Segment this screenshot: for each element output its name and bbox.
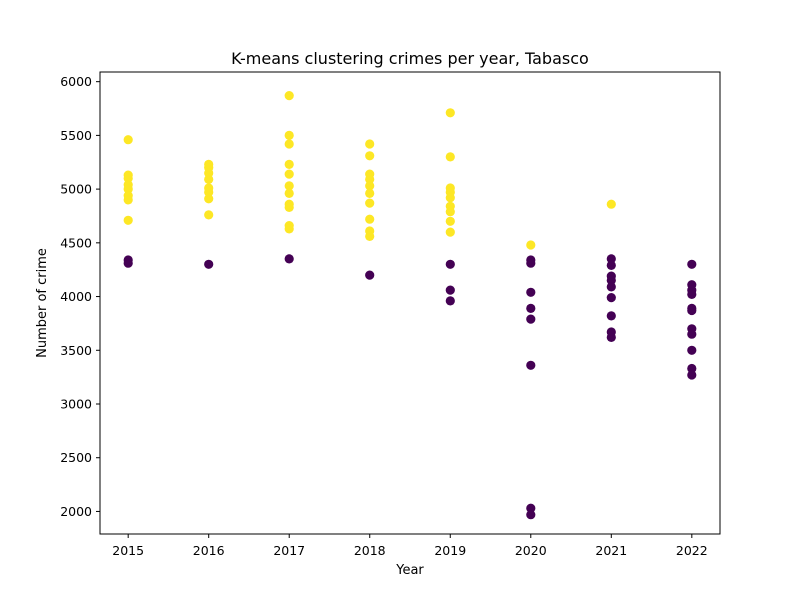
y-tick-label: 2000 [60,504,92,519]
data-point-cluster-0-2 [204,259,214,269]
data-point-cluster-1-36 [365,231,375,241]
x-tick-label: 2018 [354,543,386,558]
data-point-cluster-0-15 [526,510,536,520]
data-point-cluster-0-16 [606,254,616,264]
x-tick-label: 2022 [676,543,708,558]
data-point-cluster-0-6 [445,285,455,295]
data-point-cluster-0-9 [526,258,536,268]
data-point-cluster-0-35 [687,370,697,380]
data-point-cluster-1-44 [445,216,455,226]
data-point-cluster-1-21 [284,181,294,191]
data-point-cluster-0-20 [606,282,616,292]
y-tick-label: 6000 [60,74,92,89]
data-point-cluster-1-33 [365,198,375,208]
y-tick-label: 4000 [60,289,92,304]
x-axis-label: Year [395,563,424,578]
x-tick-label: 2019 [434,543,466,558]
data-point-cluster-1-47 [606,199,616,209]
y-tick-label: 5000 [60,182,92,197]
data-point-cluster-1-27 [365,139,375,149]
data-point-cluster-0-1 [123,258,133,268]
y-tick-label: 5500 [60,128,92,143]
data-point-cluster-0-22 [606,311,616,321]
data-point-cluster-1-22 [284,188,294,198]
data-point-cluster-0-12 [526,314,536,324]
data-point-cluster-1-37 [445,108,455,118]
data-point-cluster-1-14 [204,194,214,204]
data-point-cluster-1-11 [204,174,214,184]
y-tick-label: 4500 [60,235,92,250]
data-point-cluster-0-32 [687,329,697,339]
data-point-cluster-0-24 [606,332,616,342]
data-point-cluster-1-19 [284,159,294,169]
chart-title: K-means clustering crimes per year, Taba… [231,49,589,68]
x-axis: 2015 2016 2017 2018 2019 2020 2021 2022 [112,534,708,558]
data-point-cluster-1-7 [123,215,133,225]
y-axis-label: Number of crime [35,248,50,358]
data-point-cluster-1-15 [204,210,214,220]
data-point-cluster-0-28 [687,289,697,299]
data-point-cluster-0-3 [284,254,294,264]
data-point-cluster-1-30 [365,174,375,184]
data-point-cluster-1-43 [445,207,455,217]
data-point-cluster-0-17 [606,260,616,270]
data-point-cluster-1-46 [526,240,536,250]
data-point-cluster-1-20 [284,169,294,179]
data-point-cluster-0-33 [687,345,697,355]
data-point-cluster-0-4 [365,270,375,280]
y-tick-label: 3000 [60,396,92,411]
data-point-cluster-0-25 [687,259,697,269]
x-tick-label: 2021 [595,543,627,558]
data-point-cluster-1-24 [284,202,294,212]
data-point-cluster-0-13 [526,360,536,370]
data-point-cluster-1-10 [204,168,214,178]
data-point-cluster-1-28 [365,151,375,161]
data-point-cluster-1-17 [284,130,294,140]
data-point-cluster-1-41 [445,193,455,203]
data-point-cluster-0-11 [526,303,536,313]
x-tick-label: 2016 [193,543,225,558]
data-point-cluster-0-10 [526,287,536,297]
data-point-cluster-1-0 [123,135,133,145]
plot-area-frame [99,71,721,535]
points-layer [123,91,697,520]
data-point-cluster-1-13 [204,187,214,197]
data-point-cluster-1-45 [445,227,455,237]
data-point-cluster-1-6 [123,195,133,205]
y-tick-label: 3500 [60,343,92,358]
data-point-cluster-0-7 [445,296,455,306]
data-point-cluster-0-5 [445,259,455,269]
data-point-cluster-0-30 [687,305,697,316]
y-tick-label: 2500 [60,450,92,465]
data-point-cluster-1-2 [123,173,133,183]
x-tick-label: 2015 [112,543,144,558]
data-point-cluster-0-19 [606,275,616,285]
data-point-cluster-1-4 [123,184,133,194]
data-point-cluster-1-31 [365,181,375,191]
data-point-cluster-1-26 [284,224,294,234]
data-point-cluster-1-38 [445,152,455,162]
y-axis: 2000 2500 3000 3500 4000 4500 5000 5500 6000 [60,74,100,519]
data-point-cluster-1-18 [284,139,294,149]
data-point-cluster-1-34 [365,214,375,224]
data-point-cluster-0-21 [606,293,616,303]
data-point-cluster-0-14 [526,503,536,513]
x-tick-label: 2017 [273,543,305,558]
data-point-cluster-1-16 [284,91,294,101]
x-tick-label: 2020 [515,543,547,558]
data-point-cluster-0-34 [687,363,697,374]
data-point-cluster-1-32 [365,188,375,198]
